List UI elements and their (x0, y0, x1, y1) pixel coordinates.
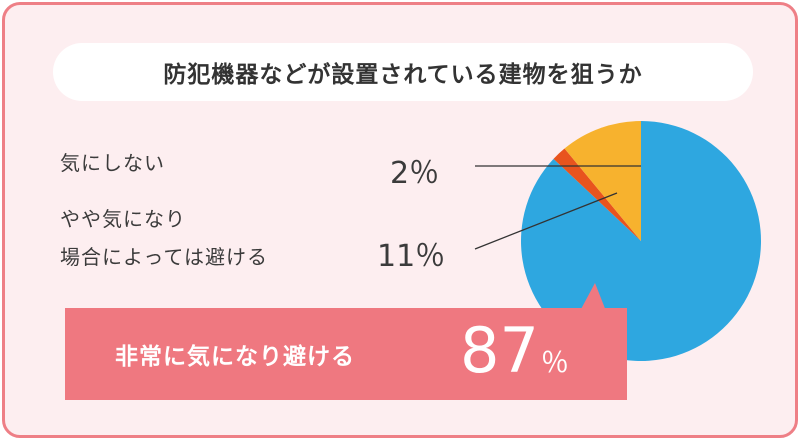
pie-slice-somewhat (564, 121, 641, 241)
callout-number: 87 (460, 314, 539, 387)
legend-label-somewhat-line2: 場合によっては避ける (60, 245, 268, 269)
leader-line-11pct (474, 192, 618, 250)
pie-slice-not-concerned (553, 148, 641, 241)
legend-pct-somewhat: 11％ (377, 239, 446, 274)
callout-value: 87％ (460, 314, 569, 387)
callout-unit: ％ (540, 346, 569, 379)
title-pill: 防犯機器などが設置されている建物を狙うか (53, 43, 753, 101)
callout-label: 非常に気になり避ける (115, 344, 355, 370)
legend-label-not-concerned: 気にしない (60, 151, 165, 175)
chart-title: 防犯機器などが設置されている建物を狙うか (163, 62, 643, 88)
legend-label-somewhat-line1: やや気になり (60, 207, 186, 231)
legend-pct-not-concerned: 2％ (390, 156, 440, 191)
callout-box: 非常に気になり避ける 87％ (65, 308, 627, 400)
